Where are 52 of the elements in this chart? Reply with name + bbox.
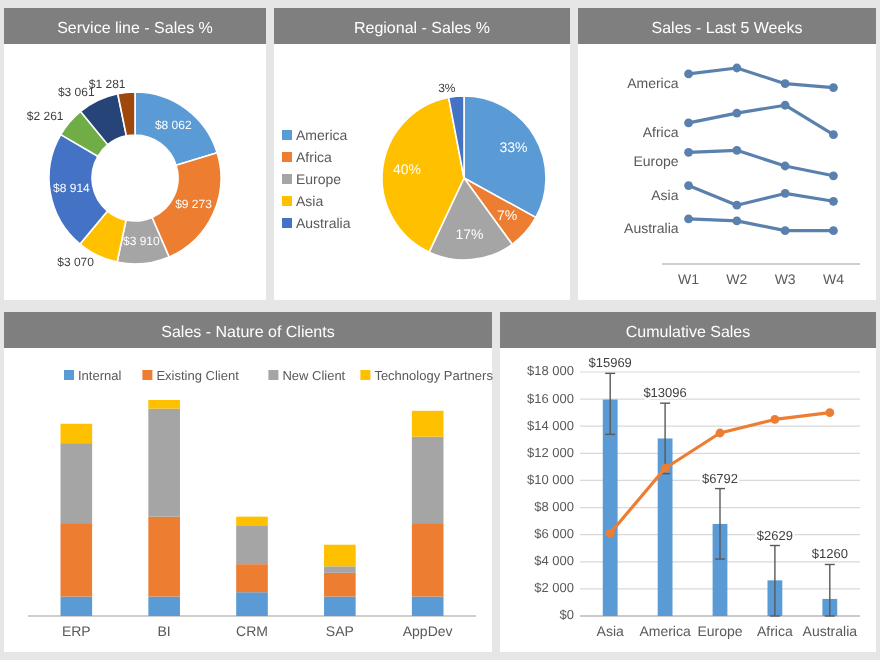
bar [236,516,268,526]
point [825,408,835,418]
bar [148,408,180,517]
bar [657,438,673,616]
chart-title: Sales - Last 5 Weeks [651,19,803,37]
point [829,130,838,140]
bar [60,523,93,597]
bar [712,523,728,616]
point [829,196,838,206]
bar [60,443,93,524]
bar [324,572,356,597]
point [732,200,742,210]
bar [411,596,444,616]
point [780,100,790,110]
bar [411,410,444,437]
point [780,189,790,198]
point [715,428,725,438]
bar [236,525,268,565]
point [605,528,615,538]
chart-title: Regional - Sales % [353,19,491,37]
chart-title: Cumulative Sales [625,323,751,341]
point [684,147,693,157]
point [684,181,693,190]
point [732,108,742,118]
bar [148,516,180,597]
point [829,171,838,181]
point [829,83,838,92]
point [684,69,693,79]
bar [148,400,180,409]
bar [236,564,268,593]
bar [411,436,444,524]
point [780,161,790,171]
point [732,216,742,226]
bar [324,544,356,567]
bar [411,523,444,597]
bar [236,592,268,616]
point [780,79,790,89]
bar [324,566,356,573]
point [684,118,693,128]
point [780,226,790,236]
bar [324,596,356,616]
bar [60,596,93,616]
point [829,226,838,236]
point [684,214,693,224]
chart-title: Service line - Sales % [57,19,213,37]
point [732,145,742,155]
bar [60,423,93,444]
bar [602,399,618,616]
bar [148,596,180,616]
point [770,415,780,424]
point [732,63,742,73]
chart-title: Sales - Nature of Clients [161,323,335,341]
